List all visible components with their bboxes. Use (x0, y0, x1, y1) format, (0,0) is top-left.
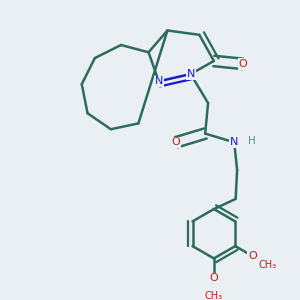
Text: O: O (209, 273, 218, 283)
Text: N: N (154, 76, 163, 86)
Text: O: O (172, 137, 181, 147)
Text: CH₃: CH₃ (205, 291, 223, 300)
Text: O: O (238, 59, 247, 69)
Text: N: N (187, 69, 195, 79)
Text: O: O (248, 251, 257, 261)
Text: CH₃: CH₃ (259, 260, 277, 270)
Text: N: N (230, 137, 238, 147)
Text: H: H (248, 136, 256, 146)
